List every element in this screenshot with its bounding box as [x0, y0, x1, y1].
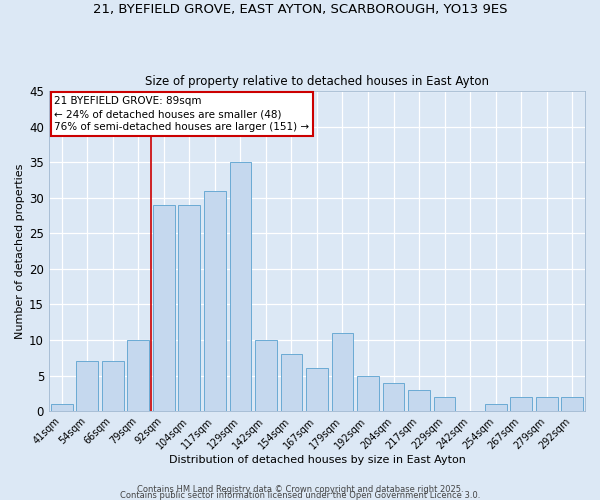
Bar — [408, 390, 430, 411]
Bar — [230, 162, 251, 411]
Bar — [178, 205, 200, 411]
Bar — [485, 404, 506, 411]
Title: Size of property relative to detached houses in East Ayton: Size of property relative to detached ho… — [145, 76, 489, 88]
Bar — [204, 190, 226, 411]
Bar — [255, 340, 277, 411]
Bar — [562, 397, 583, 411]
Bar — [127, 340, 149, 411]
Bar — [536, 397, 557, 411]
Y-axis label: Number of detached properties: Number of detached properties — [15, 164, 25, 338]
Bar — [153, 205, 175, 411]
Bar — [332, 333, 353, 411]
Bar — [357, 376, 379, 411]
Bar — [281, 354, 302, 411]
Bar — [306, 368, 328, 411]
X-axis label: Distribution of detached houses by size in East Ayton: Distribution of detached houses by size … — [169, 455, 466, 465]
Bar — [102, 362, 124, 411]
Text: 21, BYEFIELD GROVE, EAST AYTON, SCARBOROUGH, YO13 9ES: 21, BYEFIELD GROVE, EAST AYTON, SCARBORO… — [93, 2, 507, 16]
Bar — [51, 404, 73, 411]
Bar — [383, 382, 404, 411]
Bar — [434, 397, 455, 411]
Text: Contains public sector information licensed under the Open Government Licence 3.: Contains public sector information licen… — [120, 491, 480, 500]
Bar — [511, 397, 532, 411]
Text: Contains HM Land Registry data © Crown copyright and database right 2025.: Contains HM Land Registry data © Crown c… — [137, 485, 463, 494]
Text: 21 BYEFIELD GROVE: 89sqm
← 24% of detached houses are smaller (48)
76% of semi-d: 21 BYEFIELD GROVE: 89sqm ← 24% of detach… — [54, 96, 310, 132]
Bar — [76, 362, 98, 411]
